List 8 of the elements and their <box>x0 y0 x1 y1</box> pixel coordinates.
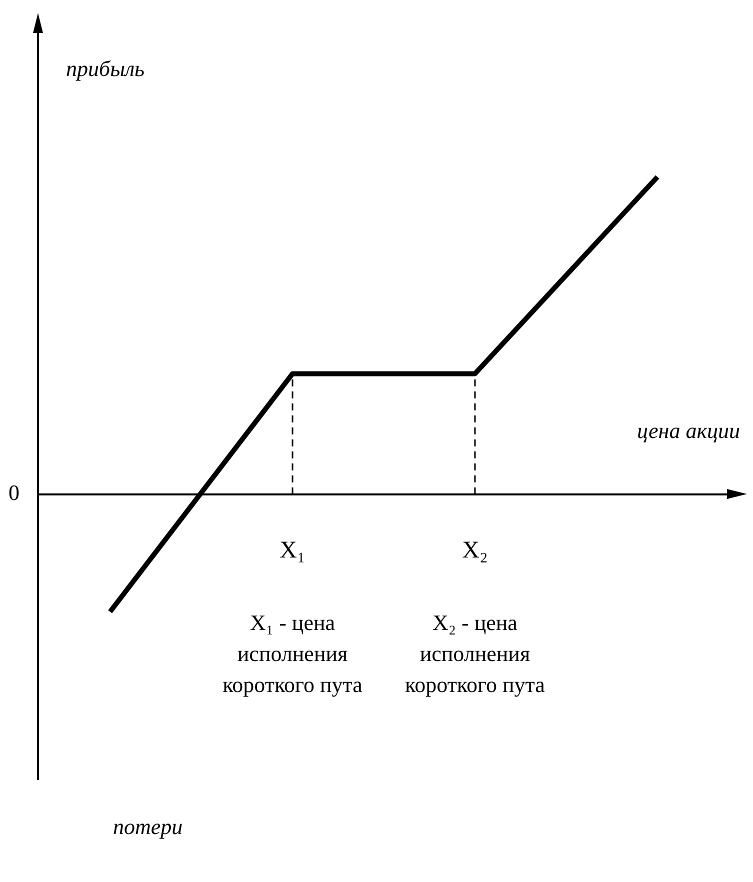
annotation: X₂ - цена исполнения короткого пута <box>405 610 546 698</box>
y-axis-title: прибыль <box>66 56 145 81</box>
x-axis-title: цена акции <box>636 418 740 444</box>
annotation: X₁ - цена исполнения короткого пута <box>222 610 363 698</box>
x-tick-label: X₂ <box>462 538 488 564</box>
x-tick-label: X₁ <box>280 538 306 564</box>
text: потери <box>113 814 183 839</box>
text: 0 <box>8 480 20 506</box>
